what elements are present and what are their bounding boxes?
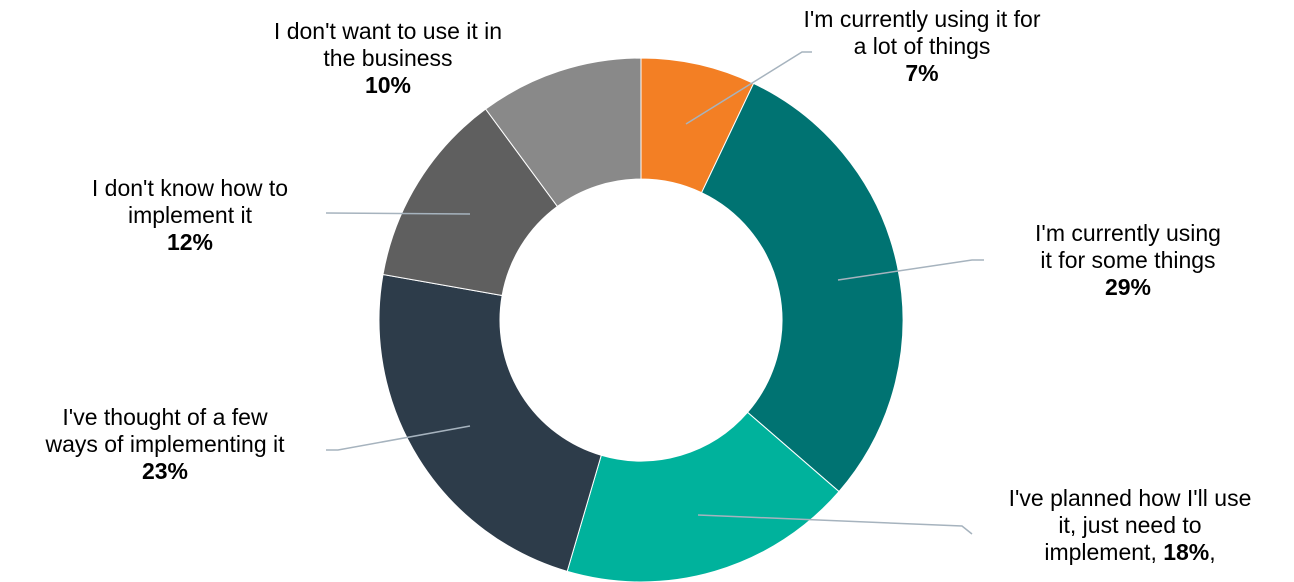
- leader-line-thought: [326, 425, 471, 451]
- slice-label-line: I don't want to use it in: [273, 18, 503, 44]
- slice-value-suffix: ,: [1209, 539, 1216, 565]
- slice-label-line: it, just need to: [1058, 512, 1202, 538]
- slice-label-line: ways of implementing it: [45, 431, 285, 457]
- leader-line-using-some: [837, 259, 984, 281]
- slice-value-label: 18%: [1163, 539, 1210, 565]
- slice-label-line: the business: [323, 45, 453, 71]
- slice-label-line: I've planned how I'll use: [1008, 485, 1252, 511]
- slice-value-label: 29%: [1104, 274, 1152, 300]
- donut-slice-thought: [378, 273, 602, 573]
- leader-line-using-a-lot: [685, 51, 812, 125]
- slice-label-line: a lot of things: [853, 33, 991, 59]
- donut-slice-dont-want: [484, 57, 642, 208]
- leader-line-planned: [697, 514, 973, 535]
- slice-label-line: I've thought of a few: [62, 404, 268, 430]
- slice-label-line: I don't know how to: [91, 175, 289, 201]
- slice-label-dont-want: I don't want to use it in the business 1…: [228, 18, 548, 99]
- slice-label-planned: I've planned how I'll use it, just need …: [970, 485, 1290, 566]
- slice-value-label: 7%: [905, 60, 939, 86]
- slice-label-dont-know: I don't know how to implement it 12%: [50, 175, 330, 256]
- slice-label-using-some: I'm currently using it for some things 2…: [978, 220, 1278, 301]
- donut-slice-planned: [566, 411, 840, 582]
- slice-label-thought: I've thought of a few ways of implementi…: [2, 404, 328, 485]
- slice-label-line: implement it: [128, 202, 252, 228]
- slice-label-line: I'm currently using: [1035, 220, 1221, 246]
- slice-label-line: I'm currently using it for: [803, 6, 1041, 32]
- slice-value-label: 10%: [364, 72, 412, 98]
- slice-value-label: 23%: [141, 458, 189, 484]
- slice-label-using-a-lot: I'm currently using it for a lot of thin…: [762, 6, 1082, 87]
- donut-slice-using-some: [700, 82, 904, 493]
- slice-label-line: it for some things: [1040, 247, 1216, 273]
- leader-line-dont-know: [325, 212, 471, 215]
- slice-value-label: 12%: [166, 229, 214, 255]
- slice-label-line: implement,: [1044, 539, 1157, 565]
